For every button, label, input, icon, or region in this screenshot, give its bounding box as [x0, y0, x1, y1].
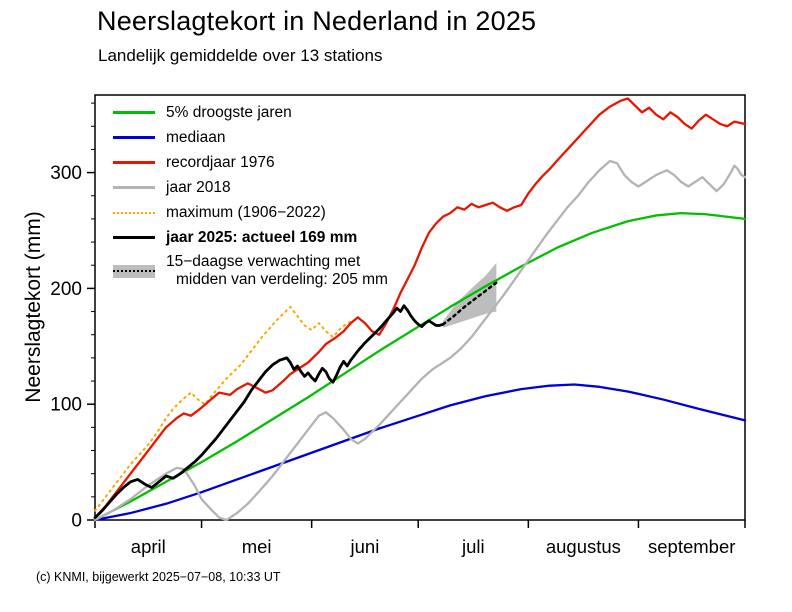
legend-label: jaar 2018	[166, 178, 231, 196]
legend-label-line1: 15−daagse verwachting met	[166, 253, 361, 270]
legend-item-mediaan: mediaan	[113, 125, 388, 150]
page-title: Neerslagtekort in Nederland in 2025	[97, 6, 537, 36]
legend-label: jaar 2025: actueel 169 mm	[166, 228, 358, 246]
series-mediaan	[93, 383, 747, 522]
legend-line-swatch-red	[113, 161, 155, 164]
y-tick-label: 0	[71, 511, 82, 532]
y-tick-label: 100	[50, 395, 82, 416]
series-recordjaar-1976	[93, 97, 747, 519]
legend-item-recordjaar-1976: recordjaar 1976	[113, 150, 388, 175]
legend-line-swatch-black	[113, 236, 155, 239]
legend-line-swatch-gray	[113, 186, 155, 189]
x-month-label: augustus	[546, 536, 621, 557]
legend-label: maximum (1906−2022)	[166, 203, 326, 221]
series-droogste-5pct	[93, 211, 747, 522]
series-verwachting-15-daags	[441, 281, 498, 326]
x-month-label: juli	[461, 536, 485, 557]
legend-item-jaar-2018: jaar 2018	[113, 175, 388, 200]
series-maximum-1906-2022	[94, 305, 356, 512]
series-jaar-2025	[93, 304, 445, 520]
x-month-label: juni	[350, 536, 380, 557]
legend-dotted-line-swatch	[113, 269, 155, 272]
page-subtitle: Landelijk gemiddelde over 13 stations	[98, 46, 383, 65]
y-tick-label: 300	[50, 163, 82, 184]
legend-band-swatch	[113, 264, 155, 278]
y-axis-label: Neerslagtekort (mm)	[22, 211, 45, 403]
legend-line-swatch-blue	[113, 136, 155, 139]
x-month-label: april	[131, 536, 166, 557]
plot-frame	[94, 94, 746, 521]
legend-item-verwachting: 15−daagse verwachting met midden van ver…	[113, 253, 388, 289]
legend-label: recordjaar 1976	[166, 153, 275, 171]
legend-label: 5% droogste jaren	[166, 103, 292, 121]
credit-text: (c) KNMI, bijgewerkt 2025−07−08, 10:33 U…	[36, 570, 281, 584]
x-month-label: mei	[242, 536, 272, 557]
x-month-label: september	[648, 536, 735, 557]
legend-item-droogste-jaren: 5% droogste jaren	[113, 100, 388, 125]
series-jaar-2018	[93, 159, 747, 522]
legend-line-swatch-orange-dotted	[113, 211, 155, 214]
chart-legend: 5% droogste jaren mediaan recordjaar 197…	[113, 100, 388, 289]
legend-item-jaar-2025: jaar 2025: actueel 169 mm	[113, 225, 388, 250]
legend-label: mediaan	[166, 128, 226, 146]
legend-label-line2: midden van verdeling: 205 mm	[176, 271, 388, 288]
legend-item-maximum: maximum (1906−2022)	[113, 200, 388, 225]
y-tick-label: 200	[50, 279, 82, 300]
legend-line-swatch-green	[113, 111, 155, 114]
